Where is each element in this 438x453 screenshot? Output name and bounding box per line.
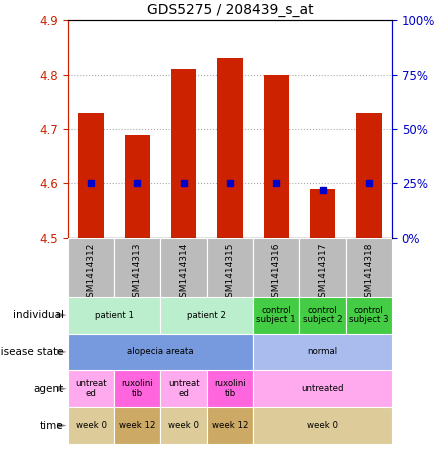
Text: untreated: untreated	[301, 384, 344, 393]
Bar	[300, 238, 346, 297]
Text: GSM1414317: GSM1414317	[318, 242, 327, 303]
Bar	[264, 75, 289, 238]
Bar	[253, 297, 300, 333]
Bar	[207, 371, 253, 407]
Text: control
subject 1: control subject 1	[256, 306, 296, 324]
Text: week 0: week 0	[75, 421, 106, 430]
Text: GSM1414312: GSM1414312	[87, 242, 95, 303]
Bar	[253, 371, 392, 407]
Bar	[160, 407, 207, 444]
Bar	[78, 113, 104, 238]
Bar	[160, 371, 207, 407]
Bar	[217, 58, 243, 238]
Bar	[253, 333, 392, 371]
Bar	[356, 113, 381, 238]
Polygon shape	[57, 349, 67, 355]
Text: individual: individual	[13, 310, 64, 320]
Text: normal: normal	[307, 347, 338, 357]
Text: disease state: disease state	[0, 347, 64, 357]
Text: ruxolini
tib: ruxolini tib	[121, 379, 153, 398]
Bar	[171, 69, 196, 238]
Text: GSM1414313: GSM1414313	[133, 242, 142, 303]
Bar	[253, 238, 300, 297]
Bar	[207, 407, 253, 444]
Bar	[68, 407, 114, 444]
Text: GSM1414315: GSM1414315	[226, 242, 234, 303]
Text: alopecia areata: alopecia areata	[127, 347, 194, 357]
Bar	[124, 135, 150, 238]
Bar	[114, 407, 160, 444]
Text: week 0: week 0	[307, 421, 338, 430]
Bar	[160, 238, 207, 297]
Polygon shape	[57, 423, 67, 429]
Text: week 12: week 12	[212, 421, 248, 430]
Text: GSM1414318: GSM1414318	[364, 242, 373, 303]
Bar	[160, 297, 253, 333]
Text: untreat
ed: untreat ed	[75, 379, 107, 398]
Text: week 0: week 0	[168, 421, 199, 430]
Bar	[300, 297, 346, 333]
Bar	[207, 238, 253, 297]
Text: week 12: week 12	[119, 421, 155, 430]
Text: patient 1: patient 1	[95, 311, 134, 320]
Bar	[346, 238, 392, 297]
Text: agent: agent	[33, 384, 64, 394]
Text: ruxolini
tib: ruxolini tib	[214, 379, 246, 398]
Bar	[253, 407, 392, 444]
Text: untreat
ed: untreat ed	[168, 379, 199, 398]
Bar	[68, 333, 253, 371]
Bar	[114, 238, 160, 297]
Text: control
subject 3: control subject 3	[349, 306, 389, 324]
Polygon shape	[57, 312, 67, 318]
Text: patient 2: patient 2	[187, 311, 226, 320]
Title: GDS5275 / 208439_s_at: GDS5275 / 208439_s_at	[147, 3, 313, 17]
Bar	[68, 238, 114, 297]
Polygon shape	[57, 386, 67, 392]
Bar	[68, 371, 114, 407]
Text: time: time	[40, 420, 64, 430]
Bar	[68, 297, 160, 333]
Bar	[310, 189, 335, 238]
Bar	[346, 297, 392, 333]
Text: GSM1414316: GSM1414316	[272, 242, 281, 303]
Bar	[114, 371, 160, 407]
Text: GSM1414314: GSM1414314	[179, 242, 188, 303]
Text: control
subject 2: control subject 2	[303, 306, 343, 324]
